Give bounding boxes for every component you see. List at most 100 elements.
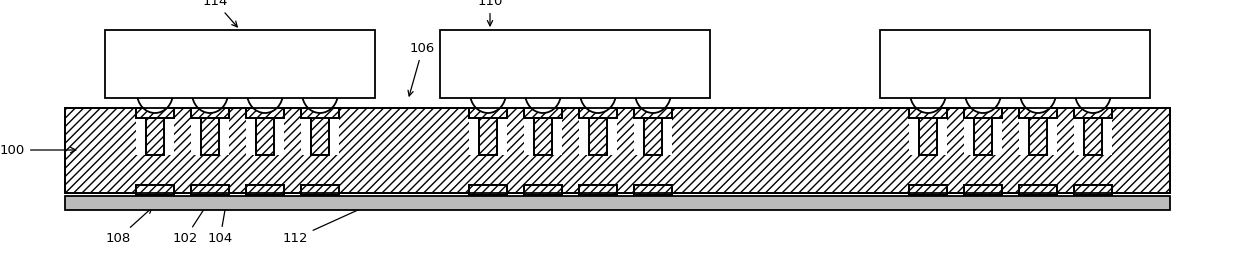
Bar (1084, 118, 1101, 155)
Text: 108: 108 (105, 208, 152, 245)
Bar (256, 118, 274, 155)
Bar (909, 118, 919, 155)
Bar (579, 118, 589, 155)
Ellipse shape (470, 73, 506, 113)
Bar (644, 118, 662, 155)
Ellipse shape (138, 73, 173, 113)
Bar (589, 118, 607, 155)
Ellipse shape (247, 73, 282, 113)
Bar (534, 118, 553, 155)
Bar (475, 92, 501, 108)
Bar (1018, 185, 1057, 195)
Bar (470, 108, 507, 118)
Bar (585, 92, 611, 108)
Bar (579, 108, 617, 118)
Bar (909, 108, 947, 118)
Bar (1018, 108, 1057, 118)
Text: 100: 100 (0, 143, 76, 157)
Bar (219, 118, 229, 155)
Bar (1074, 118, 1084, 155)
Bar (880, 30, 1150, 98)
Bar (992, 118, 1002, 155)
Bar (301, 118, 311, 155)
Bar (256, 118, 274, 155)
Bar (470, 108, 507, 118)
Bar (191, 118, 201, 155)
Bar (301, 185, 339, 195)
Bar (311, 118, 330, 155)
Ellipse shape (636, 73, 672, 113)
Bar (1074, 185, 1111, 195)
Bar (64, 196, 1170, 210)
Bar (524, 118, 534, 155)
Bar (191, 185, 229, 195)
Ellipse shape (1075, 73, 1111, 113)
Bar (964, 185, 1002, 195)
Bar (470, 185, 507, 195)
Bar (164, 118, 173, 155)
Bar (191, 108, 229, 118)
Bar (974, 118, 992, 155)
Text: 114: 114 (202, 0, 237, 27)
Bar (909, 108, 947, 118)
Bar (919, 118, 937, 155)
Bar (524, 108, 563, 118)
Bar (146, 118, 164, 155)
Text: 112: 112 (282, 201, 377, 245)
Bar (201, 118, 219, 155)
Ellipse shape (192, 73, 228, 113)
Bar (197, 92, 223, 108)
Bar (553, 118, 563, 155)
Text: 106: 106 (408, 42, 435, 96)
Bar (201, 118, 219, 155)
Bar (634, 108, 672, 118)
Bar (247, 118, 256, 155)
Bar (1101, 118, 1111, 155)
Ellipse shape (965, 73, 1001, 113)
Bar (470, 185, 507, 195)
Ellipse shape (1020, 73, 1056, 113)
Ellipse shape (909, 73, 947, 113)
Bar (534, 118, 553, 155)
Bar (191, 108, 229, 118)
Bar (579, 108, 617, 118)
Bar (307, 92, 333, 108)
Bar (311, 118, 330, 155)
Bar (479, 118, 497, 155)
Ellipse shape (525, 73, 561, 113)
Bar (964, 185, 1002, 195)
Bar (579, 185, 617, 195)
Bar (964, 108, 1002, 118)
Bar (1074, 108, 1111, 118)
Bar (1084, 118, 1101, 155)
Bar (64, 108, 1170, 193)
Bar (964, 108, 1002, 118)
Bar (1074, 185, 1111, 195)
Bar (470, 118, 479, 155)
Bar (634, 118, 644, 155)
Bar (641, 92, 667, 108)
Bar (64, 108, 1170, 193)
Bar (634, 185, 672, 195)
Bar (301, 108, 339, 118)
Bar (247, 108, 284, 118)
Bar (1025, 92, 1051, 108)
Bar (1030, 118, 1047, 155)
Bar (247, 185, 284, 195)
Bar (136, 108, 173, 118)
Bar (524, 108, 563, 118)
Bar (1018, 108, 1057, 118)
Bar (524, 185, 563, 195)
Bar (1074, 108, 1111, 118)
Bar (909, 185, 947, 195)
Bar (909, 185, 947, 195)
Bar (301, 185, 339, 195)
Bar (524, 185, 563, 195)
Bar (301, 108, 339, 118)
Bar (579, 185, 617, 195)
Bar (919, 118, 937, 155)
Bar (191, 185, 229, 195)
Bar (247, 185, 284, 195)
Bar (914, 92, 940, 108)
Bar (974, 118, 992, 155)
